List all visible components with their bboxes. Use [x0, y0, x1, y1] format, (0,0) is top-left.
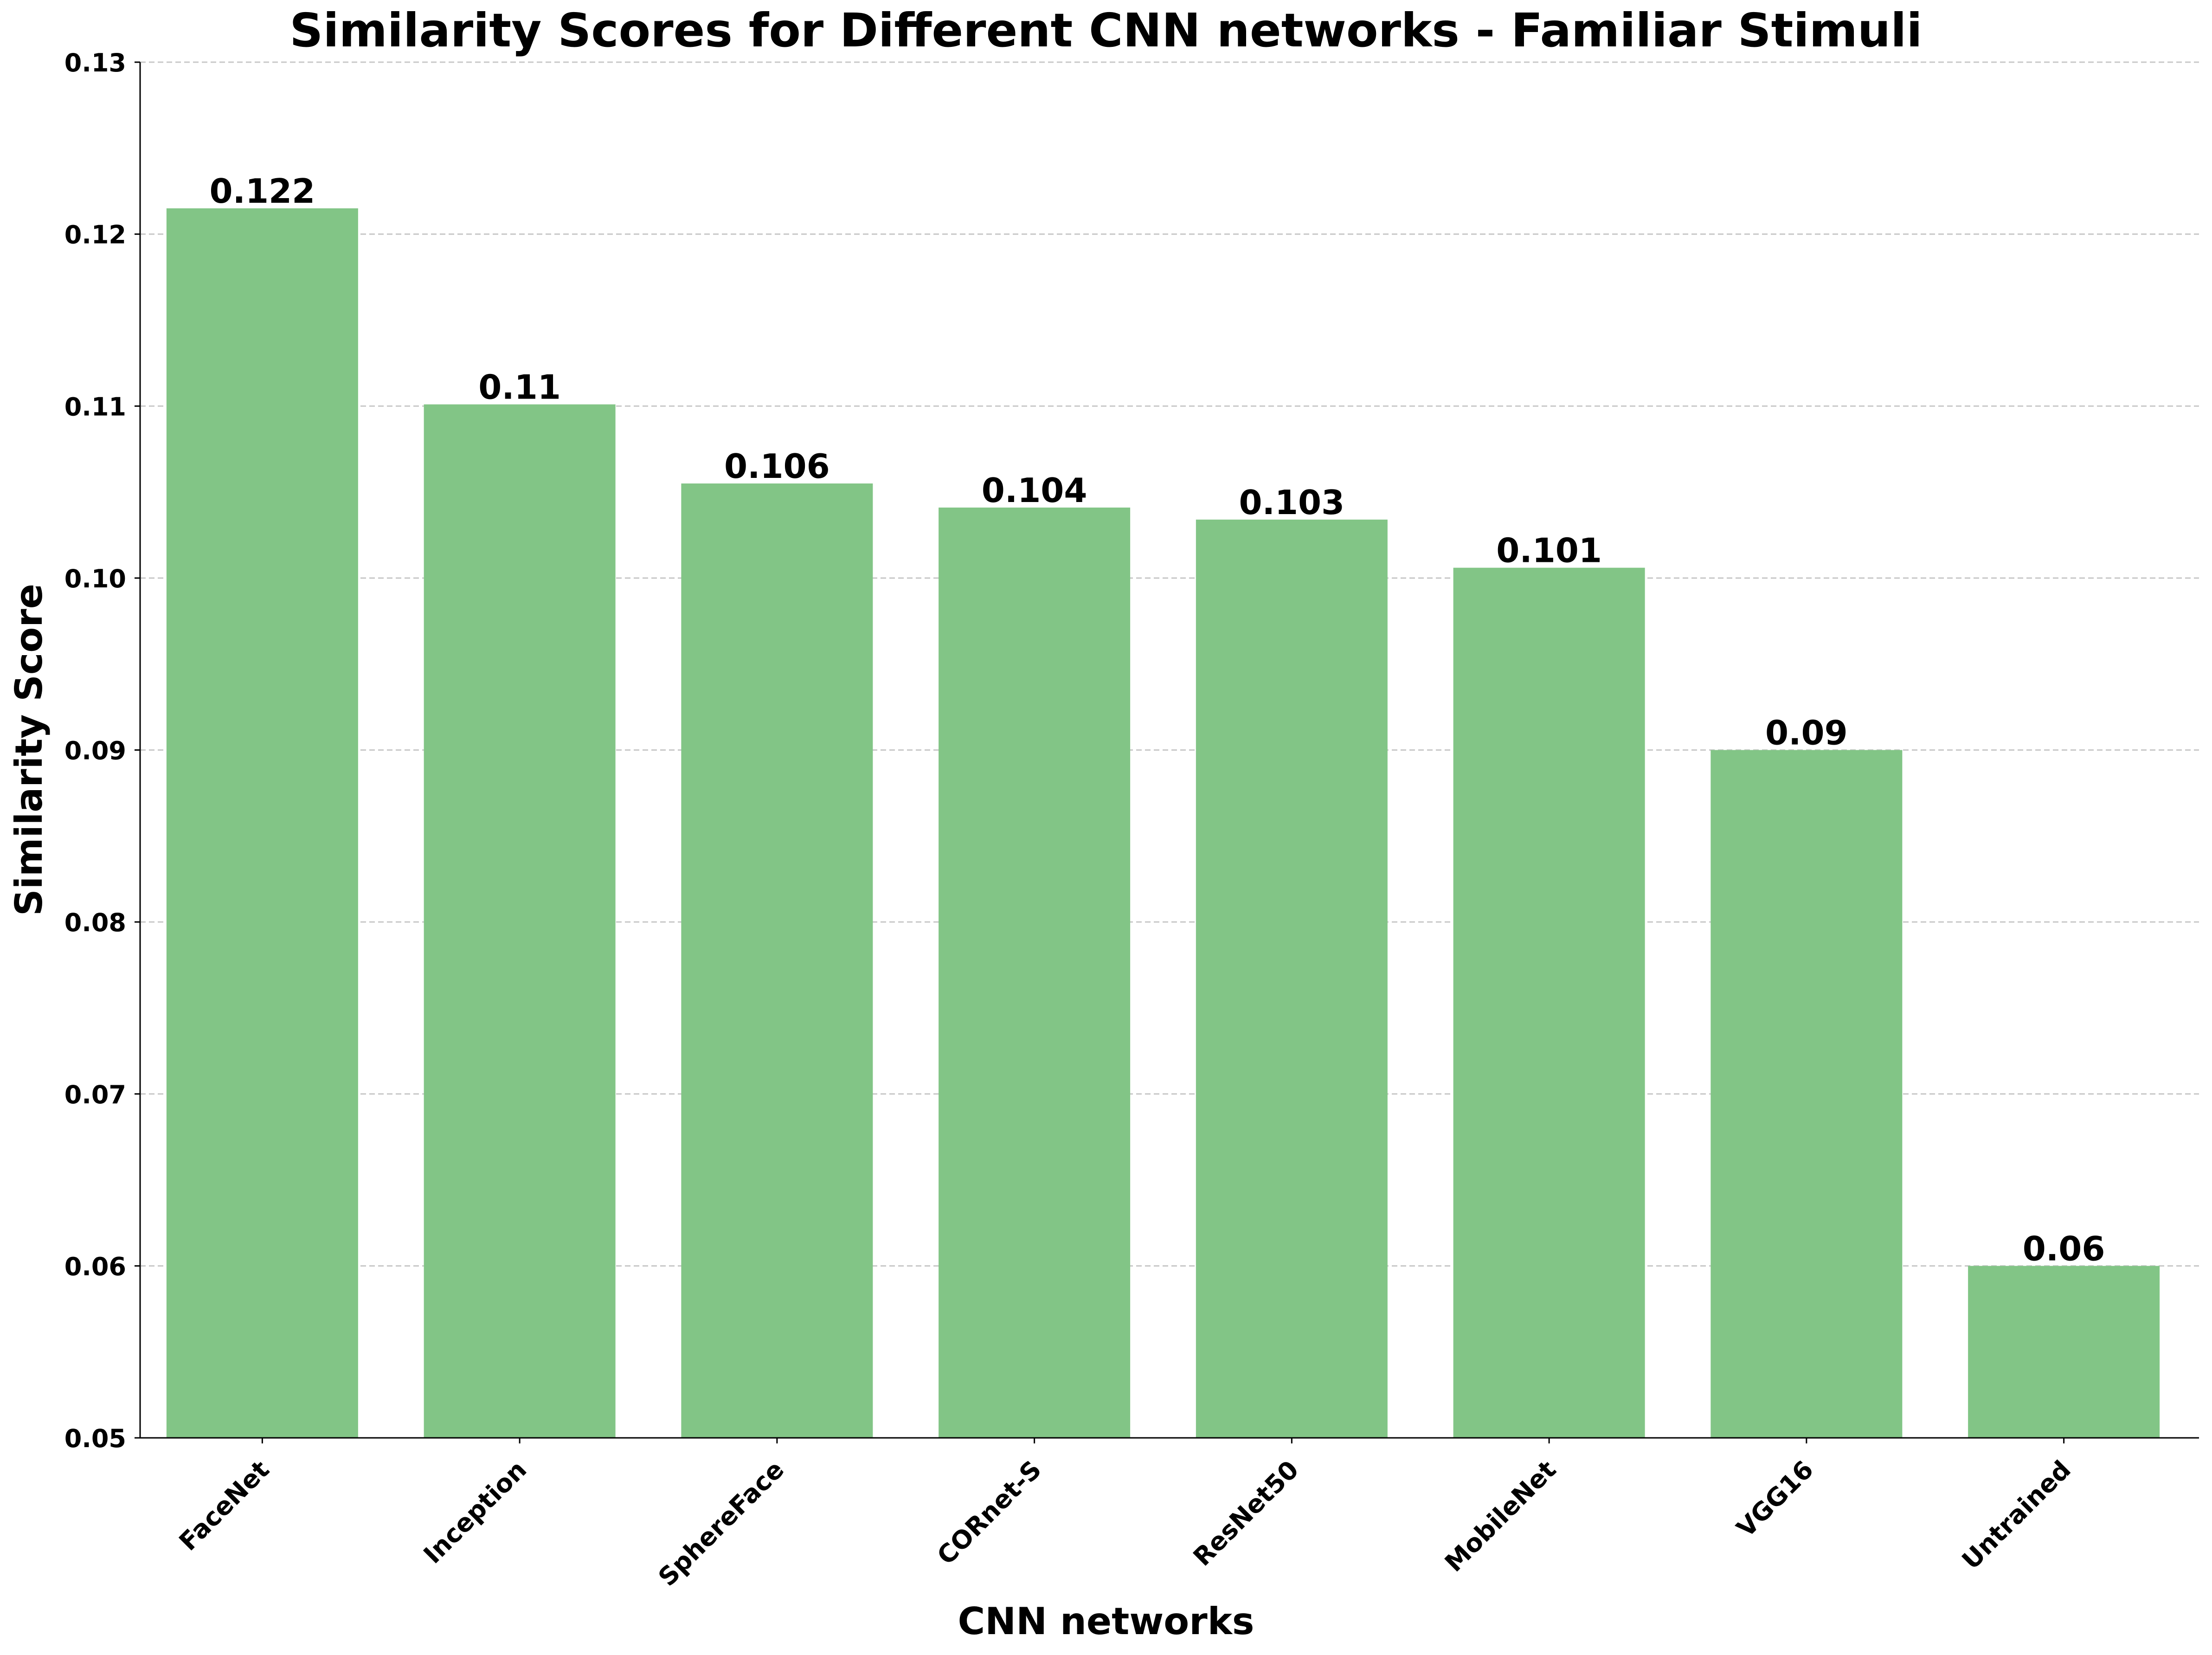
y-tick-label: 0.05 — [64, 1424, 126, 1453]
data-label: 0.104 — [982, 471, 1087, 510]
bar-untrained — [1968, 1266, 2160, 1438]
data-label: 0.09 — [1765, 714, 1848, 753]
bar-vgg16 — [1710, 750, 1903, 1438]
data-label: 0.122 — [210, 172, 315, 211]
data-label: 0.06 — [2023, 1229, 2105, 1268]
data-label: 0.101 — [1496, 531, 1602, 570]
y-tick-label: 0.13 — [64, 48, 126, 77]
y-tick-label: 0.12 — [64, 220, 126, 250]
bar-cornet-s — [939, 507, 1131, 1438]
data-label: 0.106 — [724, 447, 830, 486]
x-axis-label: CNN networks — [958, 1600, 1254, 1643]
y-tick-label: 0.08 — [64, 908, 126, 937]
bar-resnet50 — [1196, 519, 1388, 1438]
y-axis-label: Similarity Score — [7, 584, 51, 916]
bar-inception — [424, 404, 616, 1438]
y-tick-label: 0.06 — [64, 1252, 126, 1281]
y-tick-label: 0.11 — [64, 392, 126, 421]
bar-mobilenet — [1453, 567, 1645, 1438]
data-label: 0.103 — [1239, 483, 1345, 522]
y-tick-label: 0.09 — [64, 736, 126, 766]
data-label: 0.11 — [478, 368, 561, 407]
bar-sphereface — [681, 483, 873, 1438]
y-tick-label: 0.07 — [64, 1080, 126, 1109]
chart-title: Similarity Scores for Different CNN netw… — [289, 3, 1922, 58]
bar-facenet — [166, 208, 358, 1438]
data-labels: 0.122 0.11 0.106 0.104 0.103 0.101 0.09 0.06 — [210, 172, 2105, 1268]
bars — [166, 208, 2160, 1438]
y-tick-label: 0.10 — [64, 564, 126, 593]
